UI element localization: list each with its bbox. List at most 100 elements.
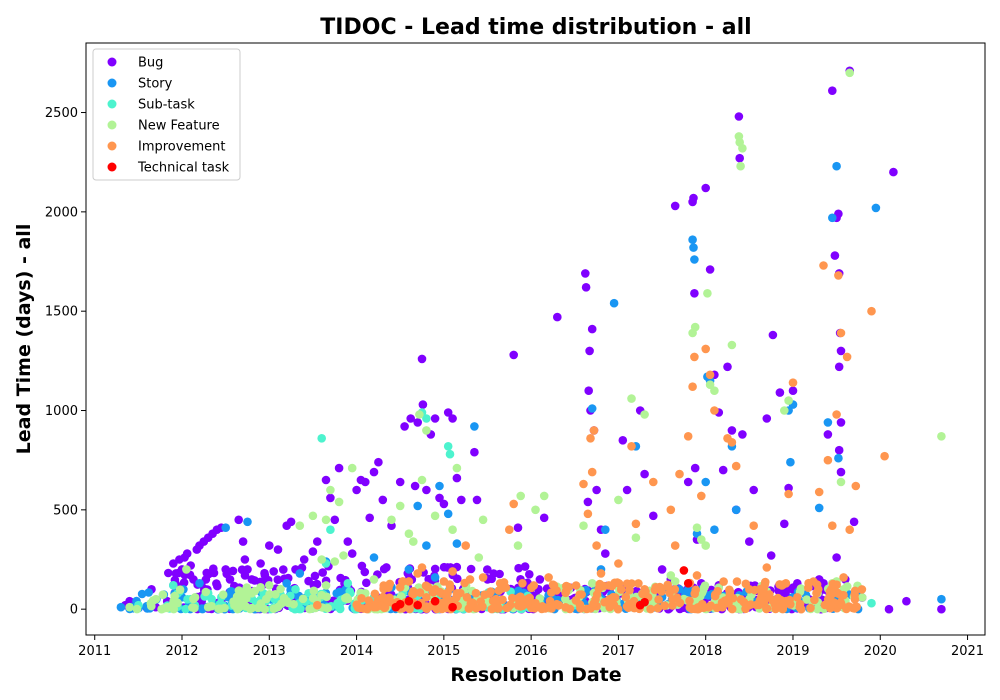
- series-improvement: [313, 261, 889, 614]
- data-point: [296, 604, 305, 614]
- data-point: [378, 495, 388, 505]
- data-point: [657, 565, 667, 574]
- data-point: [362, 604, 371, 613]
- data-point: [169, 598, 178, 608]
- x-tick-label: 2018: [689, 644, 722, 659]
- data-point: [273, 575, 283, 584]
- data-point: [218, 590, 228, 599]
- data-point: [592, 485, 601, 495]
- data-point: [445, 583, 455, 593]
- data-point: [234, 515, 243, 525]
- data-point: [793, 593, 802, 602]
- data-point: [561, 587, 571, 596]
- data-point: [195, 579, 204, 588]
- data-point: [413, 501, 423, 511]
- data-point: [741, 604, 750, 614]
- data-point: [422, 414, 431, 423]
- data-point: [125, 602, 134, 612]
- data-point: [309, 586, 319, 596]
- data-point: [583, 497, 593, 507]
- data-point: [132, 604, 142, 614]
- data-point: [780, 406, 789, 415]
- data-point: [242, 594, 251, 603]
- series-technical-task: [391, 566, 693, 612]
- data-point: [780, 597, 790, 607]
- data-point: [435, 493, 444, 503]
- data-point: [116, 602, 126, 612]
- data-point: [308, 511, 318, 521]
- data-point: [465, 575, 475, 584]
- data-point: [539, 513, 549, 523]
- data-point: [836, 328, 846, 338]
- data-point: [514, 563, 523, 573]
- data-point: [736, 161, 745, 171]
- x-tick-label: 2021: [951, 644, 984, 659]
- x-axis-ticks: 2011 2012 2013 2014 2015 2016 2017 2018 2019 2020…: [78, 635, 984, 659]
- data-point: [430, 414, 440, 423]
- data-point: [326, 485, 335, 495]
- data-point: [209, 564, 218, 573]
- data-point: [202, 568, 211, 578]
- data-point: [579, 479, 588, 489]
- data-point: [727, 340, 737, 350]
- data-point: [282, 596, 292, 606]
- data-point: [279, 565, 288, 574]
- data-point: [762, 563, 772, 572]
- data-point: [271, 590, 280, 599]
- data-point: [629, 596, 639, 606]
- data-point: [330, 515, 340, 525]
- data-point: [452, 539, 462, 548]
- data-point: [553, 312, 562, 322]
- legend-label: Sub-task: [138, 98, 195, 113]
- data-point: [474, 553, 484, 562]
- data-point: [437, 604, 446, 613]
- data-point: [761, 577, 770, 587]
- data-point: [768, 330, 778, 340]
- data-point: [834, 445, 844, 455]
- data-point: [413, 418, 423, 427]
- data-point: [269, 567, 279, 576]
- data-point: [525, 570, 534, 579]
- data-point: [181, 604, 190, 614]
- data-point: [513, 523, 523, 532]
- data-point: [548, 580, 558, 589]
- data-point: [851, 481, 861, 491]
- data-point: [225, 575, 235, 584]
- data-point: [286, 517, 296, 527]
- data-point: [867, 598, 876, 608]
- data-point: [762, 604, 772, 613]
- data-point: [418, 400, 428, 409]
- data-point: [405, 604, 415, 614]
- data-point: [834, 362, 844, 372]
- data-point: [710, 406, 719, 415]
- data-point: [312, 579, 322, 589]
- data-point: [813, 604, 822, 614]
- data-point: [586, 434, 595, 443]
- data-point: [849, 603, 858, 612]
- data-point: [478, 515, 488, 525]
- data-point: [749, 485, 758, 495]
- data-point: [889, 167, 898, 177]
- data-point: [640, 585, 649, 594]
- data-point: [265, 541, 274, 550]
- data-point: [823, 418, 833, 427]
- data-point: [265, 581, 274, 590]
- data-point: [609, 298, 619, 308]
- data-point: [784, 396, 793, 405]
- data-point: [845, 525, 854, 534]
- data-point: [685, 596, 694, 606]
- data-point: [780, 519, 789, 529]
- data-point: [700, 581, 710, 590]
- data-point: [243, 565, 252, 574]
- data-point: [781, 579, 791, 588]
- y-tick-label: 1500: [45, 305, 78, 320]
- data-point: [164, 568, 173, 578]
- data-point: [749, 521, 758, 530]
- data-point: [491, 594, 501, 604]
- data-point: [430, 564, 440, 574]
- data-point: [719, 577, 728, 586]
- data-point: [214, 604, 223, 614]
- data-point: [804, 578, 813, 588]
- data-point: [735, 153, 744, 163]
- data-point: [601, 525, 610, 534]
